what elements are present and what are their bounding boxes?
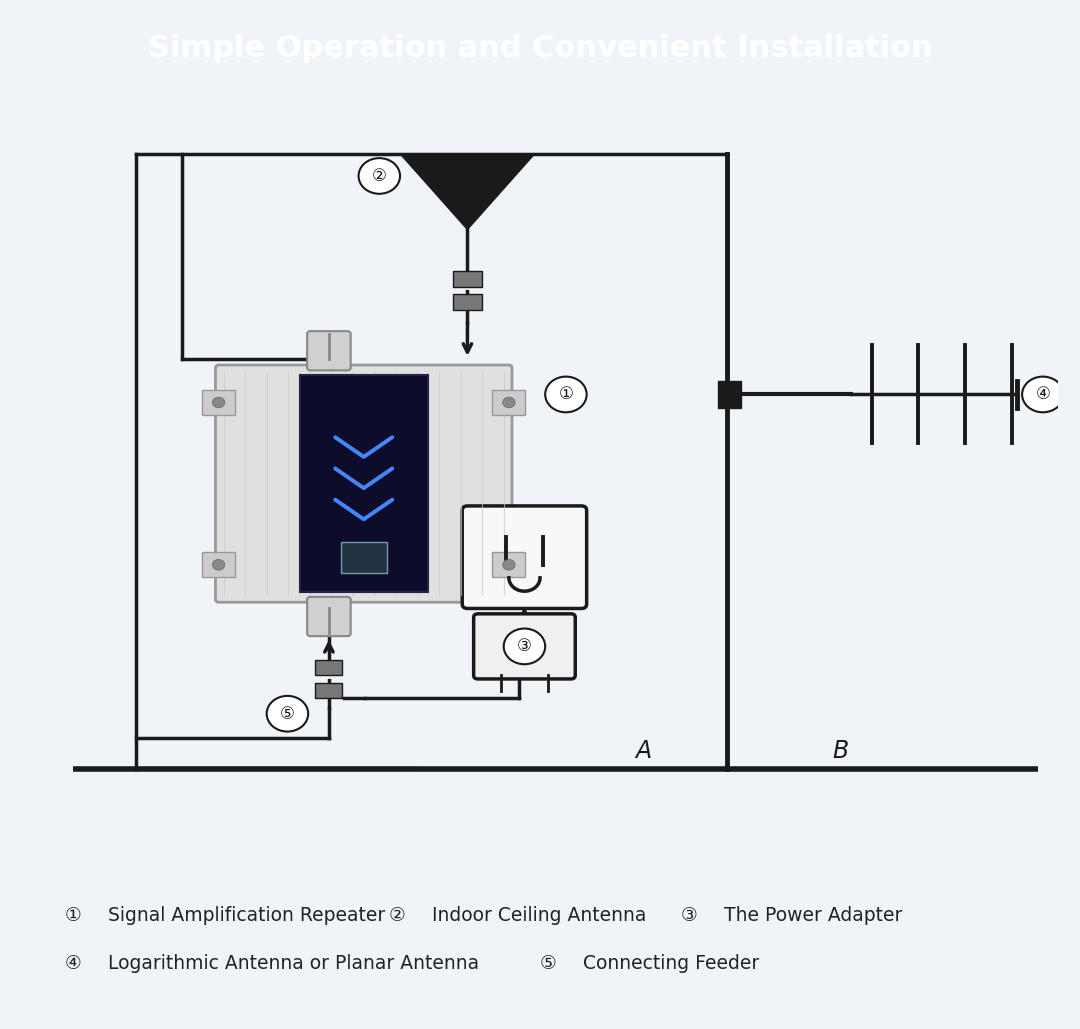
Text: B: B	[833, 739, 849, 764]
Circle shape	[267, 696, 308, 732]
Text: ①: ①	[65, 906, 82, 925]
Text: ④: ④	[65, 954, 82, 973]
Circle shape	[359, 158, 400, 193]
Bar	[341, 541, 387, 573]
FancyBboxPatch shape	[307, 597, 351, 636]
Text: ③: ③	[680, 906, 698, 925]
Text: Simple Operation and Convenient Installation: Simple Operation and Convenient Installa…	[148, 34, 932, 64]
Circle shape	[502, 397, 515, 407]
Text: A: A	[636, 739, 651, 764]
Circle shape	[503, 629, 545, 665]
Polygon shape	[400, 153, 535, 229]
Text: ①: ①	[558, 386, 573, 403]
Text: ⑤: ⑤	[540, 954, 557, 973]
Bar	[492, 390, 526, 415]
Bar	[202, 390, 235, 415]
Bar	[492, 553, 526, 577]
Circle shape	[213, 560, 225, 570]
Text: Indoor Ceiling Antenna: Indoor Ceiling Antenna	[432, 906, 646, 925]
Bar	[300, 375, 428, 593]
Bar	[315, 661, 342, 675]
Text: ②: ②	[372, 167, 387, 185]
Bar	[202, 553, 235, 577]
FancyBboxPatch shape	[307, 331, 351, 370]
Circle shape	[502, 560, 515, 570]
Bar	[453, 293, 482, 310]
Bar	[315, 682, 342, 698]
Text: ③: ③	[517, 637, 531, 655]
FancyBboxPatch shape	[462, 506, 586, 608]
Text: ④: ④	[1036, 386, 1050, 403]
Circle shape	[213, 397, 225, 407]
Bar	[453, 272, 482, 287]
Text: The Power Adapter: The Power Adapter	[724, 906, 902, 925]
Text: Signal Amplification Repeater: Signal Amplification Repeater	[108, 906, 386, 925]
Circle shape	[545, 377, 586, 413]
Text: ②: ②	[389, 906, 406, 925]
Circle shape	[1022, 377, 1064, 413]
FancyBboxPatch shape	[216, 365, 512, 602]
FancyBboxPatch shape	[474, 614, 576, 679]
Bar	[718, 381, 741, 407]
Text: ⑤: ⑤	[280, 705, 295, 722]
Text: Connecting Feeder: Connecting Feeder	[583, 954, 759, 973]
Text: Logarithmic Antenna or Planar Antenna: Logarithmic Antenna or Planar Antenna	[108, 954, 480, 973]
